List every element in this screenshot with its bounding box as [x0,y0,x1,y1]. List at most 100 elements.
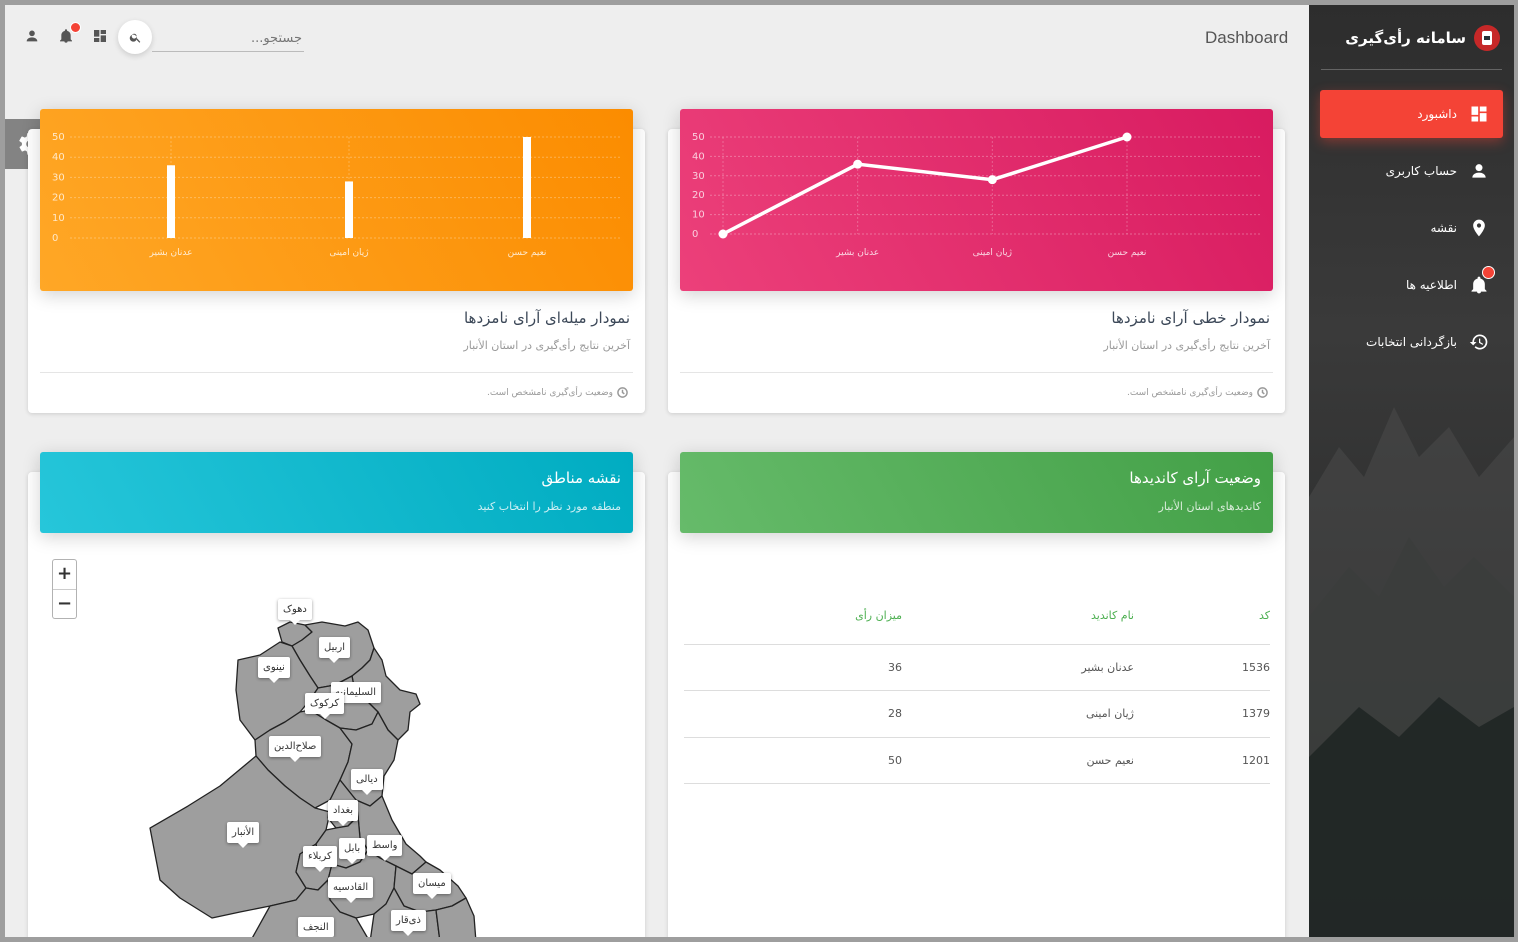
y-tick-label: 30 [692,171,705,182]
map-label-salahaddin[interactable]: صلاح‌الدین [269,736,322,762]
column-header-votes[interactable]: میزان رأی [684,587,902,645]
line-series [722,135,1128,236]
x-tick-label: نعیم حسن [1108,248,1147,258]
y-tick-label: 10 [52,213,65,224]
search-icon [129,33,140,43]
sidebar-item-restore-election[interactable]: بازگردانی انتخابات [1320,318,1503,366]
cell-name: نعیم حسن [902,737,1134,784]
sidebar-item-account[interactable]: حساب کاربری [1320,147,1503,195]
y-tick-label: 0 [692,229,698,240]
bar-chart: 0 10 20 30 40 50 عدنان بشیر ژیان امینی نعیم حسن [52,132,620,258]
sidebar-nav: داشبورد حساب کاربری نقشه اطلاعیه ها بازگ… [1320,90,1503,375]
map-label-ninawa[interactable]: نینوی [258,657,290,683]
map-label-karbala[interactable]: کربلاء [303,846,337,872]
candidates-table-header: وضعیت آرای کاندیدها کاندیدهای استان الأن… [680,452,1273,533]
cell-name: عدنان بشیر [902,644,1134,691]
table-row[interactable]: 36 عدنان بشیر 1536 [684,644,1270,691]
candidates-table: میزان رأی نام کاندید کد 36 عدنان بشیر 15… [684,587,1270,784]
bar-chart-header: 0 10 20 30 40 50 عدنان بشیر ژیان امینی نعیم حسن [40,109,633,291]
dashboard-icon [1471,106,1487,122]
data-point[interactable] [1122,132,1132,142]
search-button[interactable] [118,20,152,54]
sidebar-item-label: بازگردانی انتخابات [1366,335,1457,349]
bar-chart-status: وضعیت رأی‌گیری نامشخص است. [486,387,613,398]
map-label-kirkuk[interactable]: کرکوک [305,693,345,719]
cell-votes: 50 [684,737,902,784]
ballot-logo-icon [1474,25,1500,51]
notification-badge [1482,266,1495,279]
bar-chart-title: نمودار میله‌ای آرای نامزدها [463,309,630,327]
x-tick-label: ژیان امینی [973,248,1012,258]
map-label-qadisiyah[interactable]: القادسیه [328,877,374,903]
map-label-wasit[interactable]: واسط [367,835,403,861]
brand[interactable]: سامانه رأی‌گیری [1345,25,1500,51]
regions-map-title: نقشه مناطق [541,469,621,487]
y-tick-label: 30 [52,172,65,183]
data-point[interactable] [718,229,728,239]
map-label-duhok[interactable]: دهوک [278,599,312,625]
cell-code: 1201 [1134,737,1270,784]
map-label-dhiqar[interactable]: ذی‌قار [391,910,426,936]
y-tick-label: 50 [52,132,65,143]
search-input[interactable] [152,26,304,52]
y-tick-label: 50 [692,132,705,143]
table-row[interactable]: 28 ژیان امینی 1379 [684,690,1270,738]
column-header-name[interactable]: نام کاندید [902,587,1134,645]
sidebar-item-map[interactable]: نقشه [1320,204,1503,252]
regions-map-subtitle: منطقه مورد نظر را انتخاب کنید [477,500,621,513]
clock-icon [1257,387,1268,398]
y-tick-label: 20 [692,190,705,201]
mountain-background [1309,407,1514,937]
map-label-najaf[interactable]: النجف [298,917,334,937]
dashboard-icon[interactable] [92,28,108,48]
sidebar-item-notifications[interactable]: اطلاعیه ها [1320,261,1503,309]
brand-title: سامانه رأی‌گیری [1345,29,1466,47]
history-icon [1469,334,1488,350]
table-header-row: میزان رأی نام کاندید کد [684,587,1270,645]
map-label-erbil[interactable]: اربیل [319,637,350,663]
user-icon[interactable] [24,28,40,48]
zoom-in-button[interactable]: + [56,563,73,584]
sidebar: سامانه رأی‌گیری داشبورد حساب کاربری نقشه… [1309,5,1514,937]
y-tick-label: 10 [692,210,705,221]
cell-code: 1379 [1134,690,1270,738]
candidates-table-title: وضعیت آرای کاندیدها [1129,469,1261,487]
cell-votes: 36 [684,644,902,691]
sidebar-item-label: داشبورد [1417,107,1457,121]
candidates-table-card: میزان رأی نام کاندید کد 36 عدنان بشیر 15… [668,472,1285,942]
zoom-out-button[interactable]: − [53,589,76,618]
sidebar-item-dashboard[interactable]: داشبورد [1320,90,1503,138]
map-label-babil[interactable]: بابل [339,838,366,864]
y-tick-label: 0 [52,233,58,244]
data-point[interactable] [987,175,997,185]
map-label-baghdad[interactable]: بغداد [328,800,359,826]
map-label-diyala[interactable]: دیالی [351,769,383,795]
bar[interactable] [345,181,353,238]
clock-icon [617,387,628,398]
cell-code: 1536 [1134,644,1270,691]
cell-votes: 28 [684,690,902,738]
y-tick-label: 40 [692,151,705,162]
sidebar-item-label: نقشه [1430,221,1457,235]
bar[interactable] [523,137,531,238]
x-tick-label: عدنان بشیر [148,248,192,258]
bell-icon [60,29,72,43]
iraq-map[interactable] [28,472,645,942]
bar-chart-subtitle: آخرین نتایج رأی‌گیری در استان الأنبار [463,339,630,352]
sidebar-item-label: اطلاعیه ها [1405,278,1457,292]
map-region-basra [435,897,477,942]
regions-map-header: نقشه مناطق منطقه مورد نظر را انتخاب کنید [40,452,633,533]
y-tick-label: 40 [52,152,65,163]
x-tick-label: ژیان امینی [329,248,368,258]
map-label-anbar[interactable]: الأنبار [227,822,260,848]
data-point[interactable] [853,159,863,169]
map-region-najaf [249,879,371,942]
cell-name: ژیان امینی [902,690,1134,738]
notifications-button[interactable] [58,22,81,48]
table-row[interactable]: 50 نعیم حسن 1201 [684,737,1270,784]
bar[interactable] [167,165,175,238]
map-label-maysan[interactable]: میسان [413,873,451,899]
bar-chart-footer: وضعیت رأی‌گیری نامشخص است. [487,387,628,398]
notification-badge [70,22,81,33]
column-header-code[interactable]: کد [1134,587,1270,645]
